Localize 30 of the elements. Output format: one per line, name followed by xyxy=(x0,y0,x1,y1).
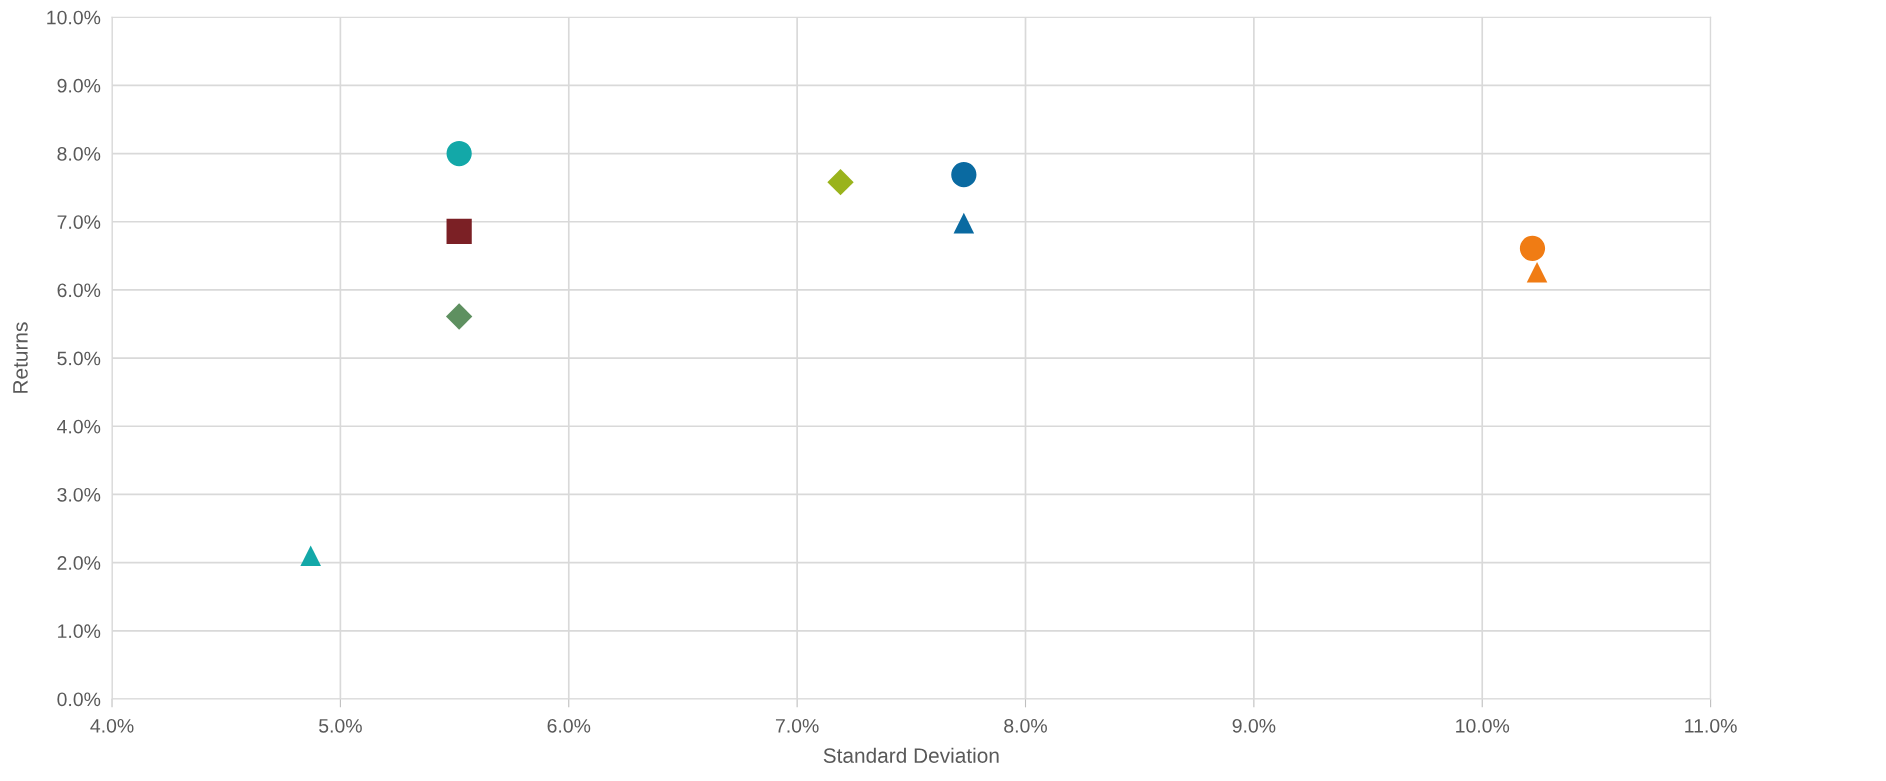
x-tick-label: 4.0% xyxy=(90,718,134,733)
y-tick-label: 4.0% xyxy=(57,419,101,434)
point xyxy=(446,218,472,244)
point xyxy=(446,140,472,167)
y-tick-label: 5.0% xyxy=(57,351,101,366)
point xyxy=(827,169,854,196)
point xyxy=(953,212,975,234)
y-tick-label: 8.0% xyxy=(57,147,101,161)
x-tick-label: 6.0% xyxy=(547,718,591,733)
point xyxy=(1519,235,1546,261)
y-tick-label: 10.0% xyxy=(47,10,101,25)
x-axis-title: Standard Deviation xyxy=(823,747,999,763)
y-tick-label: 3.0% xyxy=(57,487,101,502)
y-tick-label: 1.0% xyxy=(58,624,101,639)
y-tick-label: 2.0% xyxy=(57,556,101,570)
x-tick-label: 10.0% xyxy=(1456,718,1510,733)
y-tick-label: 6.0% xyxy=(57,283,101,298)
y-axis-title: Returns xyxy=(13,322,28,393)
y-tick-label: 7.0% xyxy=(57,215,101,229)
x-tick-label: 11.0% xyxy=(1685,718,1737,733)
x-tick-label: 7.0% xyxy=(775,718,819,733)
y-tick-label: 0.0% xyxy=(57,692,101,707)
y-tick-label: 9.0% xyxy=(57,78,101,93)
point xyxy=(445,303,473,330)
x-tick-label: 5.0% xyxy=(319,718,362,733)
point xyxy=(300,545,322,567)
point xyxy=(951,162,977,188)
x-tick-label: 9.0% xyxy=(1232,718,1276,733)
x-tick-label: 8.0% xyxy=(1004,718,1047,733)
point xyxy=(1526,261,1548,283)
